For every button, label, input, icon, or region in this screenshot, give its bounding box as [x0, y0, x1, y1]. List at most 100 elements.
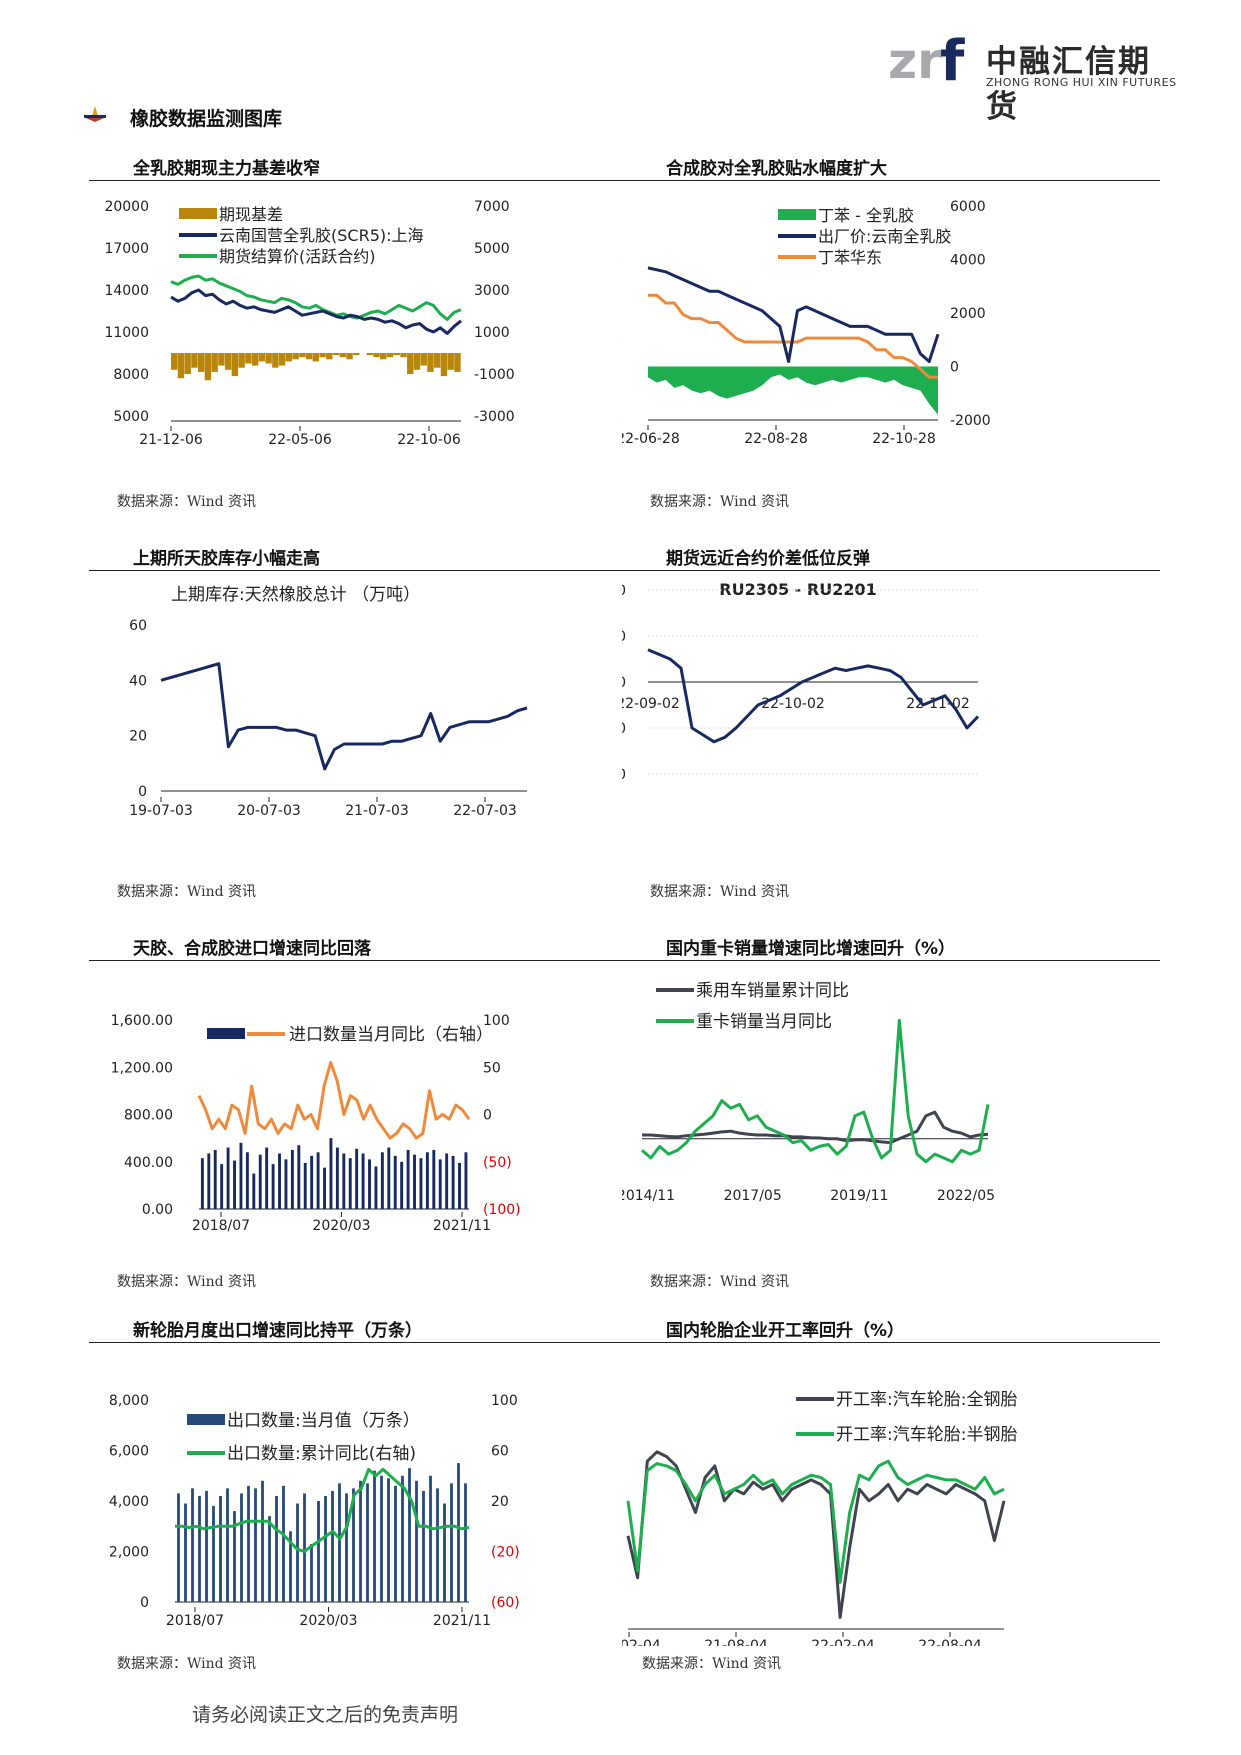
basis-bar: [171, 353, 178, 370]
import-bar: [464, 1152, 468, 1209]
import-bar: [387, 1147, 391, 1209]
export-bar: [219, 1495, 222, 1602]
y-tick-label: 100: [483, 1013, 510, 1029]
y-tick-label: 5000: [474, 241, 510, 257]
y-tick-label: -200: [622, 721, 626, 737]
basis-bar: [427, 353, 434, 372]
basis-bar: [191, 353, 198, 368]
panel-title: 新轮胎月度出口增速同比持平（万条）: [133, 1321, 422, 1341]
import-bar: [425, 1152, 429, 1209]
legend-label: 乘用车销量累计同比: [696, 981, 849, 1001]
import-bar: [406, 1149, 410, 1209]
import-bar: [207, 1153, 211, 1209]
panel-title: 天胶、合成胶进口增速同比回落: [133, 939, 371, 959]
basis-bar: [353, 353, 360, 356]
panel-5: 天胶、合成胶进口增速同比回落 1,600.00 1,200.00 800.00 400…: [89, 934, 627, 1314]
svg-text:zr: zr: [888, 32, 942, 90]
panel-7: 新轮胎月度出口增速同比持平（万条） 8,000 6,000 4,000 2,000 0 1…: [89, 1316, 627, 1696]
chart-rubber-imports: 1,600.00 1,200.00 800.00 400.00 0.00 100 50 0 (5…: [111, 1013, 521, 1234]
x-tick-label: 22-08-28: [744, 431, 808, 447]
export-bar: [401, 1475, 404, 1602]
import-bar: [245, 1152, 249, 1209]
basis-bar: [326, 353, 333, 360]
import-bar: [413, 1154, 416, 1209]
title-divider: [89, 570, 627, 571]
title-divider: [622, 1342, 1160, 1343]
export-bar: [226, 1488, 229, 1602]
y-tick-label: 3000: [474, 283, 510, 299]
y-tick-label: (100): [483, 1202, 521, 1218]
y-tick-label: (20): [491, 1545, 520, 1561]
y-tick-label: 13500: [622, 257, 623, 273]
export-bar: [429, 1475, 432, 1602]
panel-3: 上期所天胶库存小幅走高 上期库存:天然橡胶总计 （万吨） 60 40 20 0 19-07…: [89, 544, 627, 924]
import-bar: [419, 1158, 423, 1209]
svg-text:f: f: [940, 30, 965, 90]
panel-title: 期货远近合约价差低位反弹: [666, 549, 870, 569]
import-bar: [226, 1147, 230, 1209]
y-tick-label: 1,200.00: [111, 1060, 173, 1076]
y-tick-label: 400: [622, 583, 626, 599]
import-bar: [278, 1153, 281, 1209]
import-bar: [297, 1145, 301, 1209]
import-bar: [303, 1162, 307, 1209]
basis-bar: [272, 353, 279, 368]
x-tick-label: 22-07-03: [453, 803, 517, 819]
export-bar: [373, 1470, 376, 1602]
import-bar: [220, 1164, 224, 1209]
chart-tire-exports: 8,000 6,000 4,000 2,000 0 100 60 20 (20) (60) 2018…: [109, 1393, 520, 1629]
basis-bar: [218, 353, 225, 366]
export-bar: [359, 1480, 362, 1602]
legend-label: 云南国营全乳胶(SCR5):上海: [219, 226, 424, 245]
import-bar: [432, 1149, 436, 1209]
basis-bar: [231, 353, 239, 377]
legend-label: 开工率:汽车轮胎:全钢胎: [836, 1390, 1017, 1410]
title-divider: [622, 960, 1160, 961]
panel-2: 合成胶对全乳胶贴水幅度扩大 13500 11500 9500 6000 4000 2000…: [622, 154, 1160, 534]
x-tick-label: 22-08-04: [918, 1638, 982, 1646]
export-bar: [450, 1483, 453, 1602]
x-tick-label: 2021/11: [433, 1613, 491, 1629]
panel-title: 国内轮胎企业开工率回升（%）: [666, 1321, 905, 1341]
y-tick-label: 6000: [950, 199, 986, 215]
basis-bar: [285, 353, 293, 362]
y-tick-label: 2000: [950, 306, 986, 322]
y-tick-label: 60: [491, 1444, 509, 1460]
chart-truck-sales: 4003002001000(100)2014/112017/052019/112…: [622, 981, 995, 1204]
data-source: 数据来源：Wind 资讯: [650, 494, 790, 510]
export-bar: [212, 1506, 215, 1602]
spread-area: [648, 366, 938, 415]
y-tick-label: 1000: [474, 325, 510, 341]
title-divider: [622, 180, 1160, 181]
chart-tire-operating-rate: 10080604020021-02-0421-08-0422-02-0422-0…: [622, 1390, 1017, 1646]
export-bar: [331, 1490, 334, 1602]
export-bar: [338, 1483, 341, 1602]
chart-rubber-basis: 20000 17000 14000 11000 8000 5000 7000 5000 3000…: [104, 199, 514, 448]
export-bar: [233, 1511, 236, 1602]
data-source: 数据来源：Wind 资讯: [117, 884, 257, 900]
import-bar: [213, 1149, 217, 1209]
import-bar: [445, 1153, 449, 1209]
legend-label: 丁苯 - 全乳胶: [818, 206, 914, 225]
basis-bar: [211, 353, 218, 372]
export-bar: [443, 1503, 446, 1602]
import-bar: [400, 1161, 404, 1209]
y-tick-label: 8000: [113, 367, 149, 383]
export-bar: [422, 1490, 425, 1602]
basis-bar: [258, 353, 266, 362]
legend-label: 出口数量:当月值（万条）: [227, 1411, 420, 1431]
basis-bar: [380, 353, 387, 360]
export-bar: [289, 1531, 292, 1602]
import-bar: [258, 1154, 262, 1209]
export-bar: [317, 1501, 320, 1602]
export-bar: [436, 1488, 439, 1602]
data-source: 数据来源：Wind 资讯: [117, 494, 257, 510]
basis-bar: [440, 353, 448, 377]
export-bar: [205, 1490, 208, 1602]
y-tick-label: 14000: [104, 283, 149, 299]
basis-bar: [251, 353, 259, 366]
basis-bar: [447, 353, 454, 370]
y-tick-label: -400: [622, 767, 626, 783]
basis-bar: [305, 353, 313, 360]
export-bar: [191, 1488, 194, 1602]
